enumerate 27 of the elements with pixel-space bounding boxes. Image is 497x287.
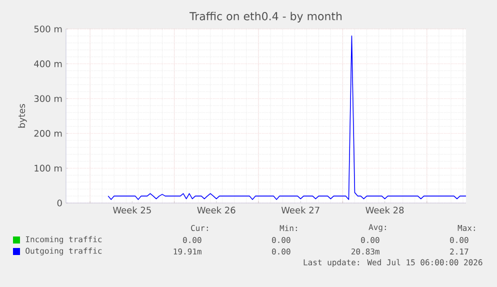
y-tick-label: 500 m <box>34 26 62 32</box>
text: Min: <box>280 224 297 232</box>
text: Avg: <box>368 224 386 232</box>
x-tick-label: Week 27 <box>281 206 320 214</box>
text: 0.00 <box>361 236 380 244</box>
chart-title: Traffic on eth0.4 - by month <box>190 12 342 22</box>
x-tick-label: Week 25 <box>112 206 151 214</box>
y-tick-label: 0 <box>57 200 62 206</box>
y-tick-label: 400 m <box>34 60 62 68</box>
text: Max: <box>458 225 475 231</box>
text: 0.00 <box>272 236 290 244</box>
y-tick-label: 300 m <box>34 95 62 102</box>
text: 19.91m <box>174 248 202 255</box>
text: 0.00 <box>183 236 202 244</box>
text: Last update: Wed Jul 15 06:00:00 2026 <box>304 259 482 267</box>
text: Cur: <box>191 224 208 232</box>
text: 2.17 <box>450 248 468 254</box>
x-tick-label: Week 28 <box>366 206 404 214</box>
legend-label: Incoming traffic <box>26 236 102 244</box>
legend-label: Outgoing traffic <box>26 248 102 256</box>
x-tick-label: Week 26 <box>197 206 236 214</box>
y-tick-label: 200 m <box>34 130 62 137</box>
text: 0.00 <box>450 236 468 244</box>
y-tick-label: 100 m <box>34 164 62 172</box>
text: 0.00 <box>272 248 290 255</box>
text: 20.83m <box>352 248 380 255</box>
y-axis-title: bytes <box>18 104 27 128</box>
